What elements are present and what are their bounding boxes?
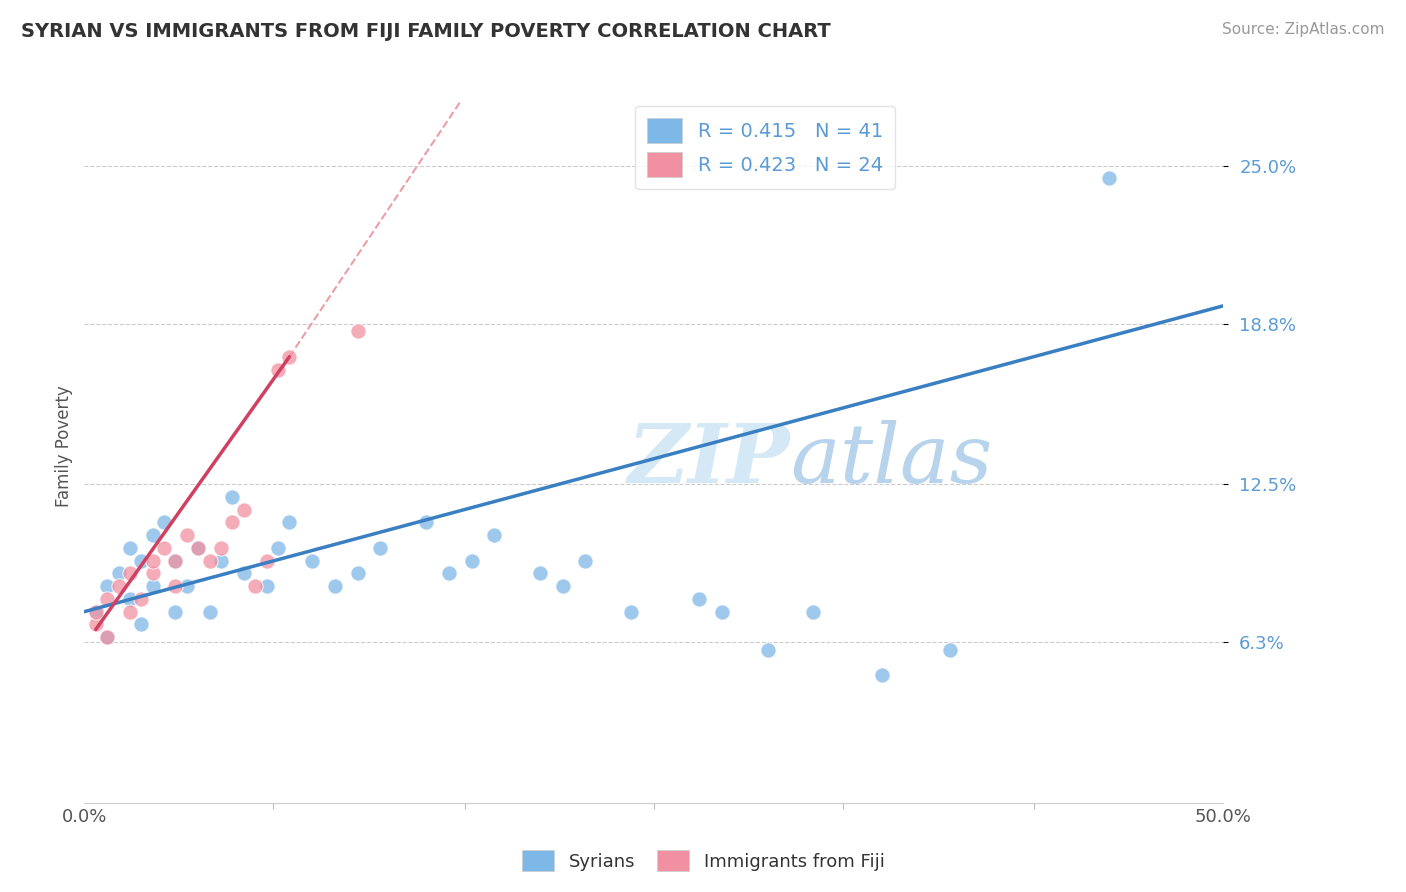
Point [460, 554, 482, 568]
Point [84, 617, 107, 632]
Point [118, 566, 141, 581]
Legend: R = 0.415   N = 41, R = 0.423   N = 24: R = 0.415 N = 41, R = 0.423 N = 24 [636, 106, 894, 189]
Point [574, 554, 596, 568]
Point [278, 516, 301, 530]
Point [131, 591, 153, 606]
Point [107, 579, 129, 593]
Point [256, 554, 278, 568]
Point [187, 541, 209, 555]
Point [142, 566, 165, 581]
Point [529, 566, 551, 581]
Text: SYRIAN VS IMMIGRANTS FROM FIJI FAMILY POVERTY CORRELATION CHART: SYRIAN VS IMMIGRANTS FROM FIJI FAMILY PO… [21, 22, 831, 41]
Point [176, 579, 198, 593]
Point [256, 579, 278, 593]
Point [232, 566, 254, 581]
Point [96, 630, 118, 644]
Point [221, 490, 243, 504]
Point [209, 541, 232, 555]
Text: Source: ZipAtlas.com: Source: ZipAtlas.com [1222, 22, 1385, 37]
Point [153, 516, 176, 530]
Point [107, 566, 129, 581]
Point [939, 643, 962, 657]
Point [1098, 171, 1121, 186]
Point [153, 541, 176, 555]
Point [278, 350, 301, 364]
Text: atlas: atlas [790, 420, 993, 500]
Point [84, 605, 107, 619]
Point [165, 554, 187, 568]
Point [801, 605, 824, 619]
Point [96, 591, 118, 606]
Legend: Syrians, Immigrants from Fiji: Syrians, Immigrants from Fiji [515, 843, 891, 879]
Point [484, 528, 506, 542]
Point [198, 554, 221, 568]
Point [346, 566, 368, 581]
Y-axis label: Family Poverty: Family Poverty [55, 385, 73, 507]
Point [232, 502, 254, 516]
Point [96, 630, 118, 644]
Point [870, 668, 893, 682]
Point [415, 516, 437, 530]
Point [245, 579, 267, 593]
Point [688, 591, 710, 606]
Point [711, 605, 734, 619]
Point [118, 541, 141, 555]
Point [165, 579, 187, 593]
Point [323, 579, 346, 593]
Point [437, 566, 460, 581]
Point [198, 605, 221, 619]
Point [142, 579, 165, 593]
Point [131, 617, 153, 632]
Text: ZIP: ZIP [628, 420, 790, 500]
Point [118, 605, 141, 619]
Point [551, 579, 574, 593]
Point [131, 554, 153, 568]
Point [142, 554, 165, 568]
Point [370, 541, 392, 555]
Point [209, 554, 232, 568]
Point [142, 528, 165, 542]
Point [96, 579, 118, 593]
Point [165, 605, 187, 619]
Point [267, 362, 290, 376]
Point [176, 528, 198, 542]
Point [118, 591, 141, 606]
Point [187, 541, 209, 555]
Point [84, 605, 107, 619]
Point [221, 516, 243, 530]
Point [267, 541, 290, 555]
Point [165, 554, 187, 568]
Point [346, 324, 368, 338]
Point [756, 643, 779, 657]
Point [301, 554, 323, 568]
Point [620, 605, 643, 619]
